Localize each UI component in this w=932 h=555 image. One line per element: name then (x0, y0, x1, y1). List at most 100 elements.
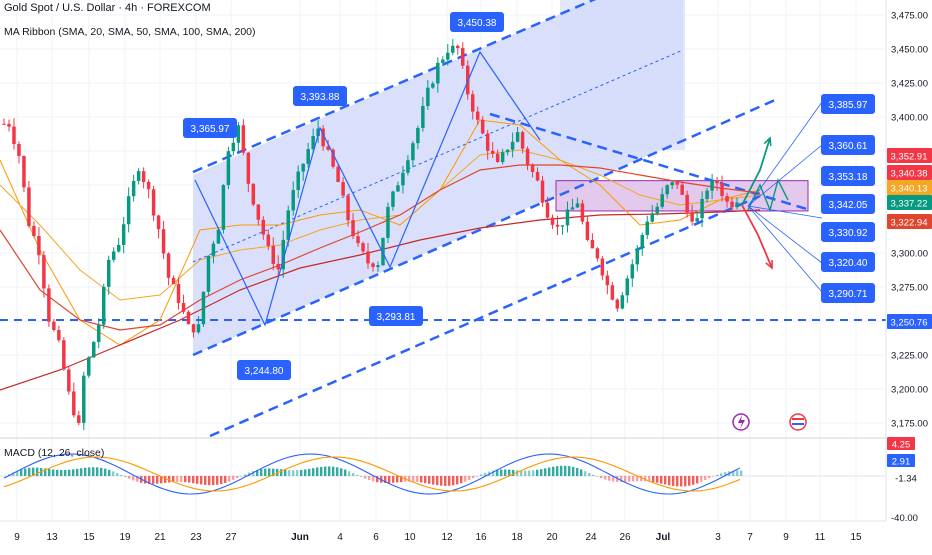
macd-histogram-bar (192, 476, 195, 484)
annotation-text: 3,290.71 (829, 289, 868, 300)
annotation-top-label[interactable]: 3,450.38 (450, 12, 504, 32)
macd-histogram-bar (84, 467, 87, 476)
macd-label-bg (887, 454, 915, 467)
macd-histogram-bar (56, 469, 59, 476)
macd-histogram-bar (228, 476, 231, 482)
candle-body (146, 181, 151, 190)
macd-histogram-bar (280, 469, 283, 476)
macd-histogram-bar (688, 476, 691, 486)
target-fan-line (747, 205, 823, 219)
macd-histogram-bar (344, 469, 347, 476)
channel-upper-line (192, 0, 597, 174)
macd-histogram-bar (336, 467, 339, 476)
macd-histogram-bar (48, 468, 51, 476)
macd-histogram-bar (144, 476, 147, 484)
macd-histogram-bar (196, 476, 199, 484)
moving-averages (0, 119, 761, 391)
macd-histogram-bar (480, 474, 483, 476)
macd-histogram-bar (168, 476, 171, 483)
candle-body (151, 189, 156, 216)
bearish-projection-line (741, 204, 773, 269)
annotation-swing-low-label[interactable]: 3,293.81 (369, 306, 423, 326)
macd-label-text: -1.34 (895, 474, 917, 485)
annotation-box-top-label[interactable]: 3,353.18 (821, 166, 875, 186)
macd-histogram-bar (536, 469, 539, 476)
macd-histogram-bar (320, 466, 323, 476)
candle-body (555, 224, 560, 227)
candle-body (176, 284, 181, 303)
candle-body (735, 202, 739, 208)
annotation-swing-high-label[interactable]: 3,393.88 (293, 86, 347, 106)
candle-body (690, 212, 694, 222)
candle-body (660, 194, 664, 207)
candle-body (356, 236, 360, 244)
annotation-swing-low-label[interactable]: 3,244.80 (237, 360, 291, 380)
macd-histogram-bar (252, 471, 255, 476)
annotation-target-label[interactable]: 3,290.71 (821, 283, 875, 303)
candle-body (371, 263, 375, 268)
macd-histogram-bar (600, 476, 603, 479)
annotation-text: 3,385.97 (829, 100, 868, 111)
symbol-title[interactable]: Gold Spot / U.S. Dollar · 4h · FOREXCOM (4, 2, 211, 14)
candle-body (27, 187, 31, 226)
macd-histogram-bar (308, 468, 311, 476)
annotation-target-label[interactable]: 3,360.61 (821, 135, 875, 155)
price-label-bg (887, 148, 932, 163)
macd-histogram-bar (520, 470, 523, 476)
bearish-arrow-head (765, 259, 773, 270)
candle-body (251, 183, 256, 205)
candle-body (411, 143, 415, 161)
macd-histogram-bar (208, 476, 211, 486)
candle-body (595, 248, 600, 259)
candle-body (331, 149, 335, 167)
macd-histogram-bar (272, 468, 275, 476)
candle-body (540, 180, 545, 203)
macd-histogram-bar (112, 471, 115, 476)
candle-body (326, 146, 330, 150)
candle-body (600, 258, 605, 276)
macd-histogram-bar (108, 469, 111, 476)
macd-line (3, 453, 741, 495)
macd-histogram-bar (716, 474, 719, 476)
candle-body (725, 196, 729, 202)
macd-histogram-bar (176, 476, 179, 482)
macd-histogram-bar (76, 468, 79, 476)
macd-label[interactable]: MACD (12, 26, close) (4, 447, 105, 459)
candle-body (700, 198, 704, 219)
annotation-text: 3,342.05 (829, 200, 868, 211)
macd-y-tick-label: -40.00 (891, 513, 918, 524)
candle-body (675, 182, 679, 185)
x-tick-label: 26 (619, 532, 631, 543)
macd-histogram-bar (524, 470, 527, 476)
candle-body (376, 265, 380, 268)
macd-histogram-bar (608, 476, 611, 481)
candle-body (635, 248, 640, 265)
candle-body (246, 152, 251, 184)
annotation-swing-high-label[interactable]: 3,365.97 (183, 118, 237, 138)
candle-body (42, 255, 46, 289)
annotation-box (821, 194, 875, 214)
annotation-box-bottom-label[interactable]: 3,330.92 (821, 222, 875, 242)
macd-histogram-bar (668, 476, 671, 486)
price-label-text: 3,340.38 (891, 169, 928, 180)
annotation-box (237, 360, 291, 380)
candle-body (386, 206, 390, 238)
candle-body (77, 415, 81, 423)
annotation-text: 3,450.38 (458, 18, 497, 29)
macd-label-text: 2.91 (892, 457, 911, 468)
macd-histogram-bar (244, 474, 247, 476)
macd-histogram-bar (312, 468, 315, 476)
annotation-target-label[interactable]: 3,320.40 (821, 252, 875, 272)
annotation-box (821, 94, 875, 114)
macd-histogram-bar (432, 476, 435, 485)
candle-body (201, 291, 206, 325)
price-label-text: 3,340.13 (891, 184, 928, 195)
annotation-target-label[interactable]: 3,385.97 (821, 94, 875, 114)
y-tick-label: 3,425.00 (891, 79, 928, 90)
candle-body (17, 144, 21, 157)
ma-ribbon-label[interactable]: MA Ribbon (SMA, 20, SMA, 50, SMA, 100, S… (4, 26, 256, 38)
price-label-high: 3,352.91 (887, 148, 932, 163)
annotation-level-label[interactable]: 3,342.05 (821, 194, 875, 214)
